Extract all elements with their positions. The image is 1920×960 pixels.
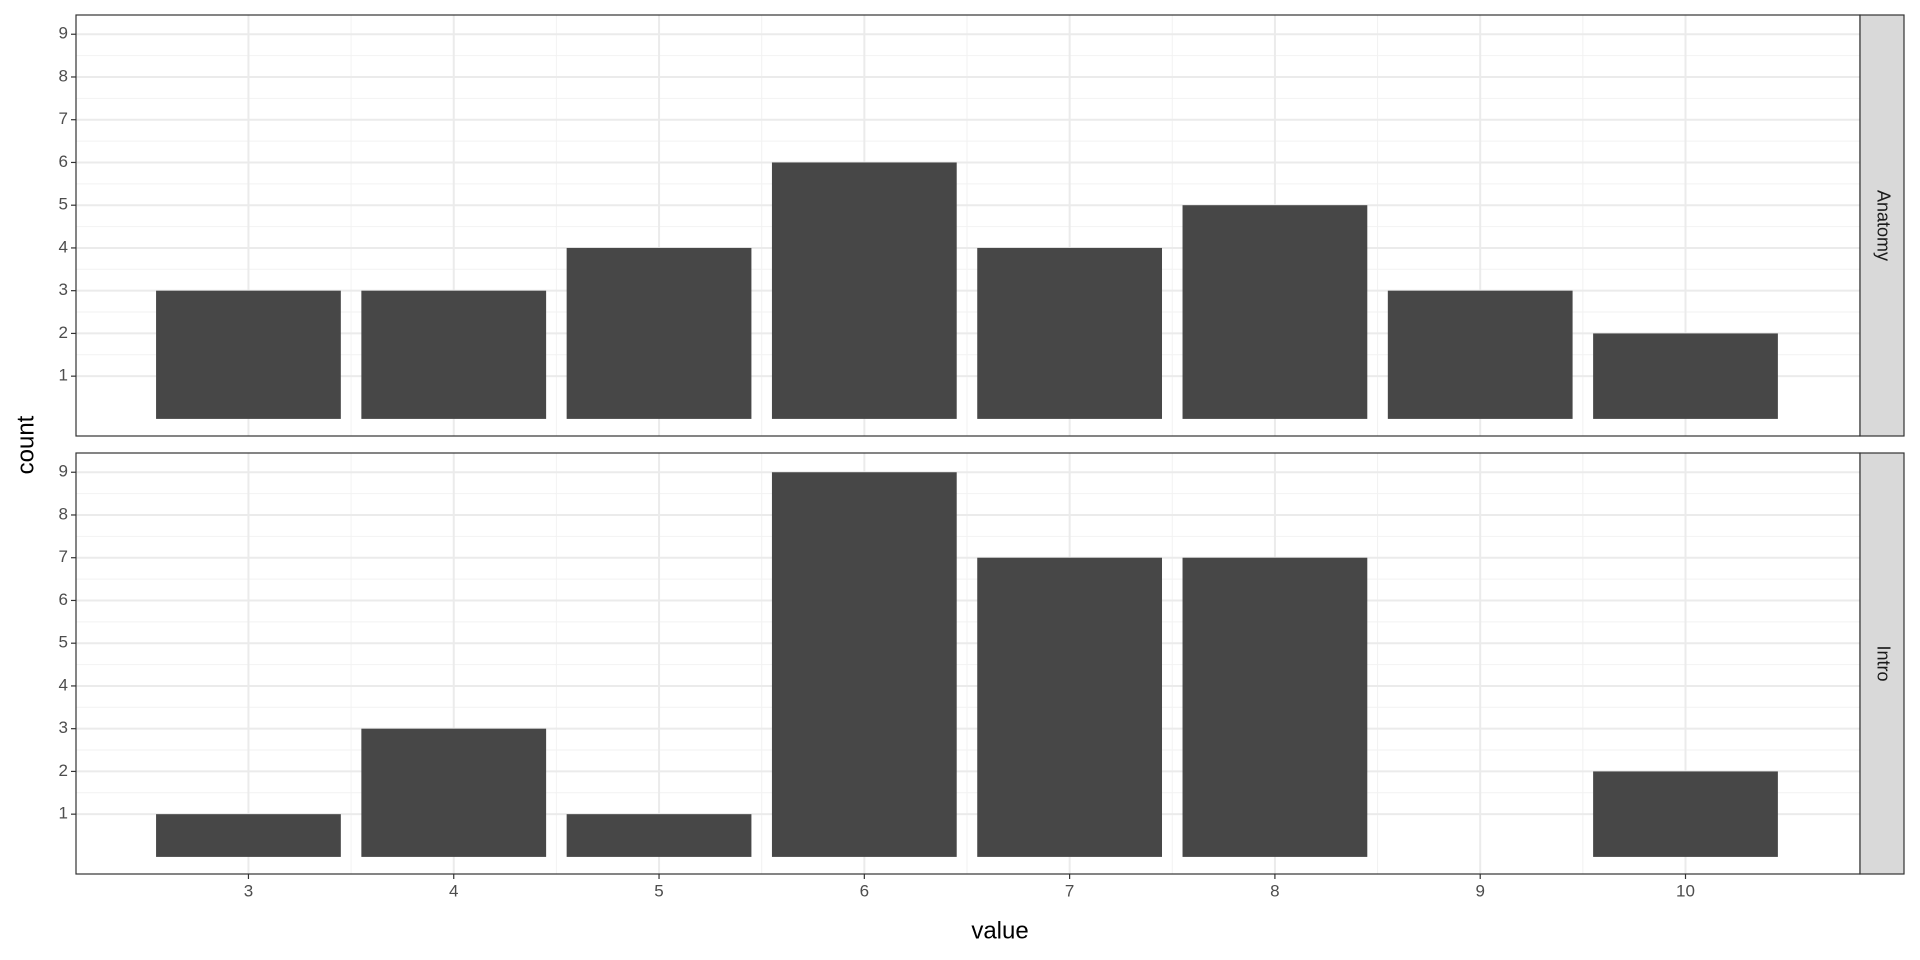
bar xyxy=(771,472,957,857)
bar xyxy=(361,290,547,419)
y-tick-label: 4 xyxy=(59,237,68,256)
strip-label: Intro xyxy=(1873,645,1893,681)
bar xyxy=(1387,290,1573,419)
y-tick-label: 5 xyxy=(59,195,68,214)
strip xyxy=(1859,452,1905,875)
y-tick-label: 1 xyxy=(59,366,68,385)
y-tick-label: 8 xyxy=(59,504,68,523)
x-axis-title: value xyxy=(971,917,1028,944)
bar xyxy=(566,247,752,419)
strip xyxy=(1859,14,1905,437)
bar xyxy=(977,557,1163,857)
strip-label: Anatomy xyxy=(1873,190,1893,261)
x-tick-label: 4 xyxy=(449,881,458,900)
x-tick-label: 9 xyxy=(1475,881,1484,900)
panel-background xyxy=(76,15,1860,436)
y-tick-label: 9 xyxy=(59,462,68,481)
bar xyxy=(566,814,752,857)
y-tick-label: 3 xyxy=(59,718,68,737)
y-tick-label: 2 xyxy=(59,761,68,780)
y-tick-label: 5 xyxy=(59,633,68,652)
bar xyxy=(156,290,341,419)
bar xyxy=(1182,205,1368,419)
y-tick-label: 6 xyxy=(59,590,68,609)
x-tick-label: 8 xyxy=(1270,881,1279,900)
y-tick-label: 7 xyxy=(59,547,68,566)
bar xyxy=(361,728,547,857)
y-tick-label: 9 xyxy=(59,24,68,43)
bar xyxy=(1593,333,1778,419)
x-tick-label: 10 xyxy=(1676,881,1695,900)
x-tick-label: 7 xyxy=(1065,881,1074,900)
x-tick-label: 3 xyxy=(244,881,253,900)
y-tick-label: 3 xyxy=(59,280,68,299)
bar xyxy=(1182,557,1368,857)
x-tick-label: 5 xyxy=(654,881,663,900)
bar xyxy=(977,247,1163,419)
y-tick-label: 2 xyxy=(59,323,68,342)
y-tick-label: 4 xyxy=(59,675,68,694)
y-tick-label: 7 xyxy=(59,109,68,128)
y-tick-label: 1 xyxy=(59,804,68,823)
panel-background xyxy=(76,453,1860,874)
x-tick-label: 6 xyxy=(860,881,869,900)
bar xyxy=(1593,771,1778,857)
bar xyxy=(771,162,957,419)
y-tick-label: 6 xyxy=(59,152,68,171)
y-axis-title: count xyxy=(12,415,39,474)
y-tick-label: 8 xyxy=(59,66,68,85)
bar xyxy=(156,814,341,857)
